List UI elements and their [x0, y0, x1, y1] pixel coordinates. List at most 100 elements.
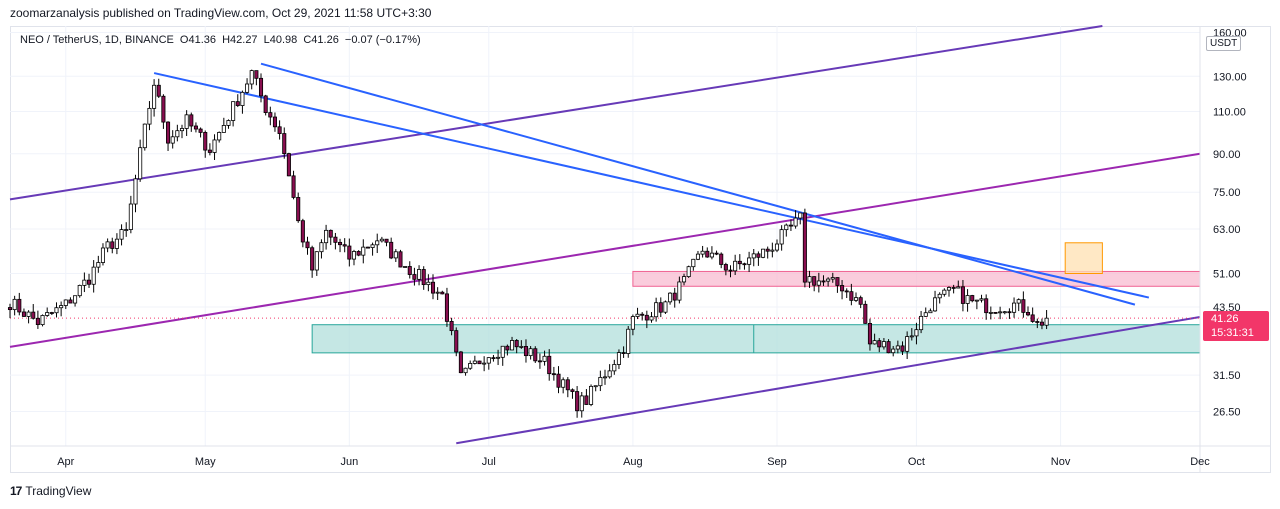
- tradingview-logo-icon: 17: [10, 484, 22, 498]
- candle-down: [356, 251, 361, 256]
- candle-up: [589, 385, 594, 405]
- candle-up: [919, 315, 924, 331]
- candle-up: [974, 299, 979, 302]
- candle-up: [677, 281, 682, 301]
- candle-down: [714, 252, 719, 255]
- candle-up: [770, 249, 775, 252]
- candle-up: [100, 247, 105, 263]
- candle-up: [463, 367, 468, 374]
- candle-up: [138, 147, 143, 180]
- candle-down: [835, 277, 840, 286]
- candle-down: [254, 70, 259, 79]
- candle-down: [765, 248, 770, 252]
- candle-up: [133, 178, 138, 205]
- candle-up: [691, 258, 696, 268]
- candle-up: [319, 242, 324, 253]
- zones: [311, 242, 1201, 354]
- currency-button[interactable]: USDT: [1206, 36, 1242, 51]
- candle-down: [802, 212, 807, 283]
- time-tick-label: Dec: [1190, 456, 1210, 468]
- candle-up: [40, 315, 45, 326]
- candle-up: [26, 311, 31, 317]
- candle-down: [756, 253, 761, 258]
- candle-down: [840, 285, 845, 292]
- candle-up: [435, 291, 440, 294]
- candles: [7, 69, 1049, 418]
- candle-up: [681, 276, 687, 283]
- price-tick-label: 63.00: [1213, 224, 1241, 236]
- candle-up: [733, 260, 738, 272]
- candle-up: [179, 128, 185, 132]
- candle-down: [1035, 321, 1040, 323]
- candle-down: [398, 251, 403, 268]
- candle-down: [788, 224, 793, 227]
- candle-down: [198, 128, 203, 133]
- last-price-value: 41.26: [1211, 313, 1239, 325]
- price-tick-label: 51.00: [1213, 269, 1241, 281]
- candle-up: [1016, 299, 1021, 304]
- candle-up: [793, 217, 798, 227]
- candle-down: [207, 149, 212, 153]
- candle-up: [561, 379, 566, 388]
- candle-up: [245, 83, 250, 93]
- tradingview-brand[interactable]: 17 TradingView: [10, 484, 91, 498]
- candle-up: [965, 295, 970, 304]
- candle-down: [193, 125, 198, 130]
- candle-up: [598, 376, 603, 387]
- candle-up: [486, 357, 491, 364]
- candle-down: [705, 250, 710, 258]
- candle-down: [305, 241, 310, 249]
- candle-down: [458, 351, 463, 374]
- grid: [10, 26, 1201, 446]
- candle-down: [984, 298, 989, 314]
- candle-down: [189, 114, 194, 127]
- candle-down: [310, 247, 315, 271]
- candle-up: [937, 293, 942, 299]
- candle-up: [816, 280, 821, 286]
- candle-up: [375, 240, 380, 246]
- candle-down: [1039, 321, 1044, 326]
- candle-up: [654, 302, 659, 318]
- candle-up: [709, 252, 714, 258]
- candle-down: [17, 298, 22, 313]
- candle-down: [440, 291, 445, 295]
- candle-up: [826, 278, 831, 282]
- candle-up: [579, 395, 584, 412]
- candle-up: [147, 107, 152, 125]
- candle-up: [370, 244, 375, 248]
- symbol-name[interactable]: NEO / TetherUS, 1D, BINANCE: [20, 34, 174, 46]
- candle-up: [114, 238, 119, 249]
- candle-down: [68, 299, 73, 304]
- candle-down: [523, 346, 529, 357]
- candle-up: [63, 299, 68, 306]
- candle-up: [73, 295, 78, 304]
- candle-up: [988, 312, 993, 314]
- candle-down: [556, 373, 561, 388]
- candle-up: [351, 251, 357, 260]
- price-tick-label: 130.00: [1213, 71, 1247, 83]
- candle-down: [849, 291, 854, 301]
- candle-up: [379, 238, 384, 242]
- candle-up: [747, 257, 752, 265]
- candle-up: [649, 316, 654, 321]
- candle-down: [672, 292, 677, 301]
- candle-up: [12, 298, 17, 311]
- candle-down: [203, 132, 208, 151]
- candle-down: [161, 95, 166, 123]
- candle-up: [240, 91, 245, 106]
- candle-up: [700, 250, 705, 255]
- candle-up: [124, 229, 129, 231]
- support-zone: [311, 324, 1201, 354]
- candle-down: [812, 276, 817, 286]
- candle-down: [430, 281, 436, 294]
- candle-down: [877, 340, 882, 348]
- symbol-legend: NEO / TetherUS, 1D, BINANCE O41.36 H42.2…: [20, 34, 424, 46]
- candle-down: [644, 314, 649, 321]
- price-tick-label: 26.50: [1213, 407, 1241, 419]
- candle-up: [881, 341, 886, 348]
- candle-down: [338, 241, 343, 246]
- candle-up: [635, 313, 640, 317]
- candle-down: [1021, 299, 1026, 313]
- candle-up: [96, 262, 101, 268]
